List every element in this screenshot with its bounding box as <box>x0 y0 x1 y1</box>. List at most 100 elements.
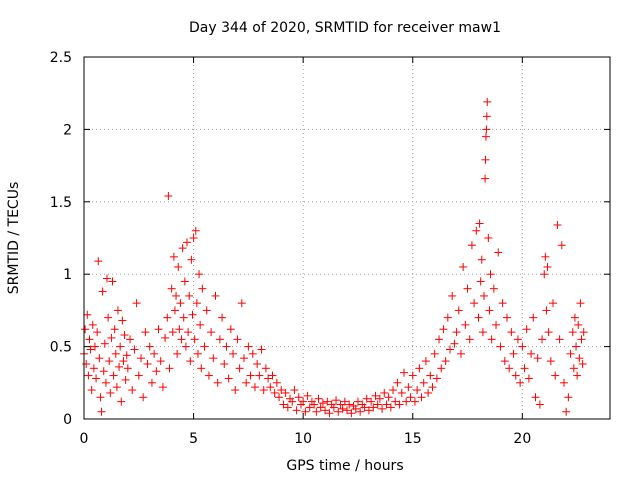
data-point <box>188 310 197 319</box>
data-point <box>105 357 114 366</box>
y-axis-label: SRMTID / TECUs <box>6 182 22 295</box>
data-point <box>389 386 398 395</box>
data-point <box>197 364 206 373</box>
data-points <box>80 97 588 418</box>
data-point <box>474 313 483 322</box>
data-point <box>233 335 242 344</box>
plot-frame <box>83 56 611 420</box>
data-point <box>576 299 585 308</box>
data-point <box>172 291 181 300</box>
data-point <box>110 325 119 334</box>
data-point <box>123 364 132 373</box>
data-point <box>168 328 177 337</box>
data-point <box>204 371 213 380</box>
data-point <box>122 351 131 360</box>
data-point <box>246 371 255 380</box>
data-point <box>272 378 281 387</box>
data-point <box>116 342 125 351</box>
data-point <box>417 393 426 402</box>
data-point <box>106 388 115 397</box>
data-point <box>413 386 422 395</box>
data-point <box>507 328 516 337</box>
data-point <box>486 270 495 279</box>
data-point <box>292 406 301 415</box>
data-point <box>439 325 448 334</box>
data-point <box>156 357 165 366</box>
data-point <box>130 345 139 354</box>
data-point <box>476 277 485 286</box>
data-point <box>299 397 308 406</box>
data-point <box>540 270 549 279</box>
data-point <box>318 399 327 408</box>
data-point <box>161 333 170 342</box>
data-point <box>239 354 248 363</box>
data-point <box>111 349 120 358</box>
data-point <box>95 354 104 363</box>
data-point <box>82 359 91 368</box>
data-point <box>566 349 575 358</box>
data-point <box>266 383 275 392</box>
data-point <box>487 335 496 344</box>
data-point <box>141 328 150 337</box>
data-point <box>192 299 201 308</box>
data-point <box>475 219 484 228</box>
data-point <box>482 112 491 121</box>
data-point <box>321 406 330 415</box>
data-point <box>454 306 463 315</box>
data-point <box>325 409 334 418</box>
data-point <box>167 284 176 293</box>
data-point <box>193 349 202 358</box>
data-point <box>176 299 185 308</box>
y-tick-label: 0 <box>63 412 72 428</box>
data-point <box>310 400 319 409</box>
data-point <box>378 404 387 413</box>
data-point <box>184 328 193 337</box>
data-point <box>481 132 490 141</box>
data-point <box>551 371 560 380</box>
data-point <box>112 383 121 392</box>
data-point <box>253 359 262 368</box>
data-point <box>242 378 251 387</box>
data-point <box>535 400 544 409</box>
data-point <box>467 241 476 250</box>
data-point <box>450 339 459 348</box>
data-point <box>408 371 417 380</box>
data-point <box>542 306 551 315</box>
data-point <box>81 325 90 334</box>
data-point <box>373 400 382 409</box>
data-point <box>173 349 182 358</box>
data-point <box>200 342 209 351</box>
data-point <box>185 291 194 300</box>
data-point <box>492 320 501 329</box>
data-point <box>465 335 474 344</box>
data-point <box>513 335 522 344</box>
data-point <box>428 383 437 392</box>
data-point <box>139 393 148 402</box>
data-point <box>97 407 106 416</box>
data-point <box>557 241 566 250</box>
data-point <box>544 328 553 337</box>
data-point <box>279 400 288 409</box>
data-point <box>543 262 552 271</box>
data-point <box>189 234 198 242</box>
data-point <box>136 354 145 363</box>
data-point <box>502 313 511 322</box>
data-point <box>360 403 369 412</box>
data-point <box>520 364 529 373</box>
data-point <box>446 345 455 354</box>
data-point <box>305 403 314 412</box>
data-point <box>90 342 99 351</box>
data-point <box>538 335 547 344</box>
data-point <box>179 313 188 322</box>
data-point <box>477 255 486 264</box>
data-point <box>533 354 542 363</box>
data-point <box>402 397 411 406</box>
data-point <box>303 391 312 400</box>
data-point <box>332 396 341 405</box>
data-point <box>380 388 389 397</box>
data-point <box>410 397 419 406</box>
data-point <box>191 226 200 235</box>
data-point <box>435 335 444 344</box>
data-point <box>290 386 299 395</box>
data-point <box>353 397 362 406</box>
